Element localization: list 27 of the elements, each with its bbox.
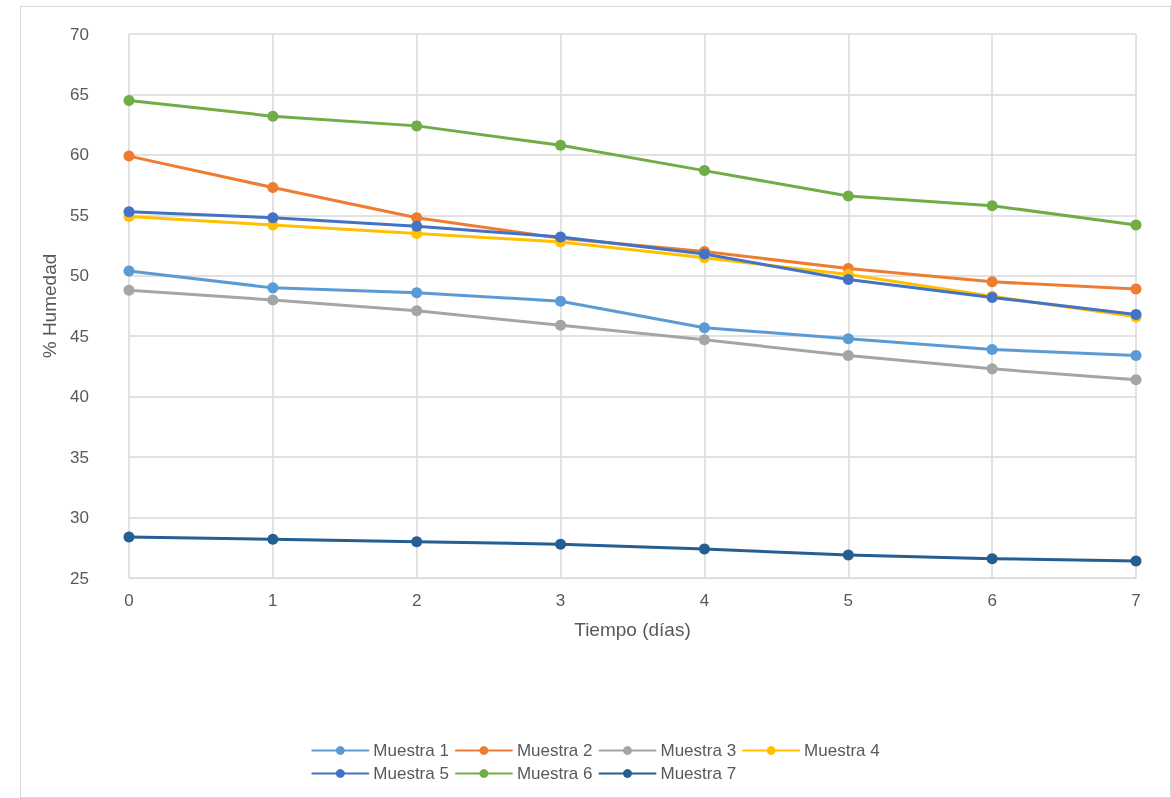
x-axis-title: Tiempo (días)	[574, 619, 691, 640]
x-tick-label: 0	[124, 591, 134, 610]
legend-label: Muestra 4	[804, 741, 880, 760]
x-tick-label: 4	[699, 591, 710, 610]
x-tick-label: 7	[1131, 591, 1141, 610]
y-axis-title: % Humedad	[39, 253, 61, 359]
x-tick-label: 2	[411, 591, 422, 610]
y-tick-label: 70	[70, 24, 89, 44]
y-tick-label: 45	[70, 326, 89, 346]
y-tick-label: 30	[70, 508, 89, 528]
y-tick-label: 35	[70, 447, 89, 467]
legend-label: Muestra 3	[660, 741, 737, 760]
y-tick-label: 55	[70, 205, 89, 225]
legend-label: Muestra 6	[516, 764, 593, 783]
y-tick-label: 25	[70, 568, 89, 588]
legend-label: Muestra 2	[516, 741, 593, 760]
y-tick-label: 65	[70, 84, 89, 104]
x-tick-label: 6	[987, 591, 997, 610]
y-tick-label: 50	[70, 266, 89, 286]
legend-label: Muestra 7	[660, 764, 737, 783]
y-tick-label: 60	[70, 145, 89, 165]
x-tick-label: 3	[555, 591, 566, 610]
x-tick-label: 1	[268, 591, 278, 610]
x-tick-label: 5	[843, 591, 854, 610]
y-tick-label: 40	[70, 387, 89, 407]
legend-label: Muestra 1	[373, 741, 449, 760]
legend-label: Muestra 5	[373, 764, 449, 783]
